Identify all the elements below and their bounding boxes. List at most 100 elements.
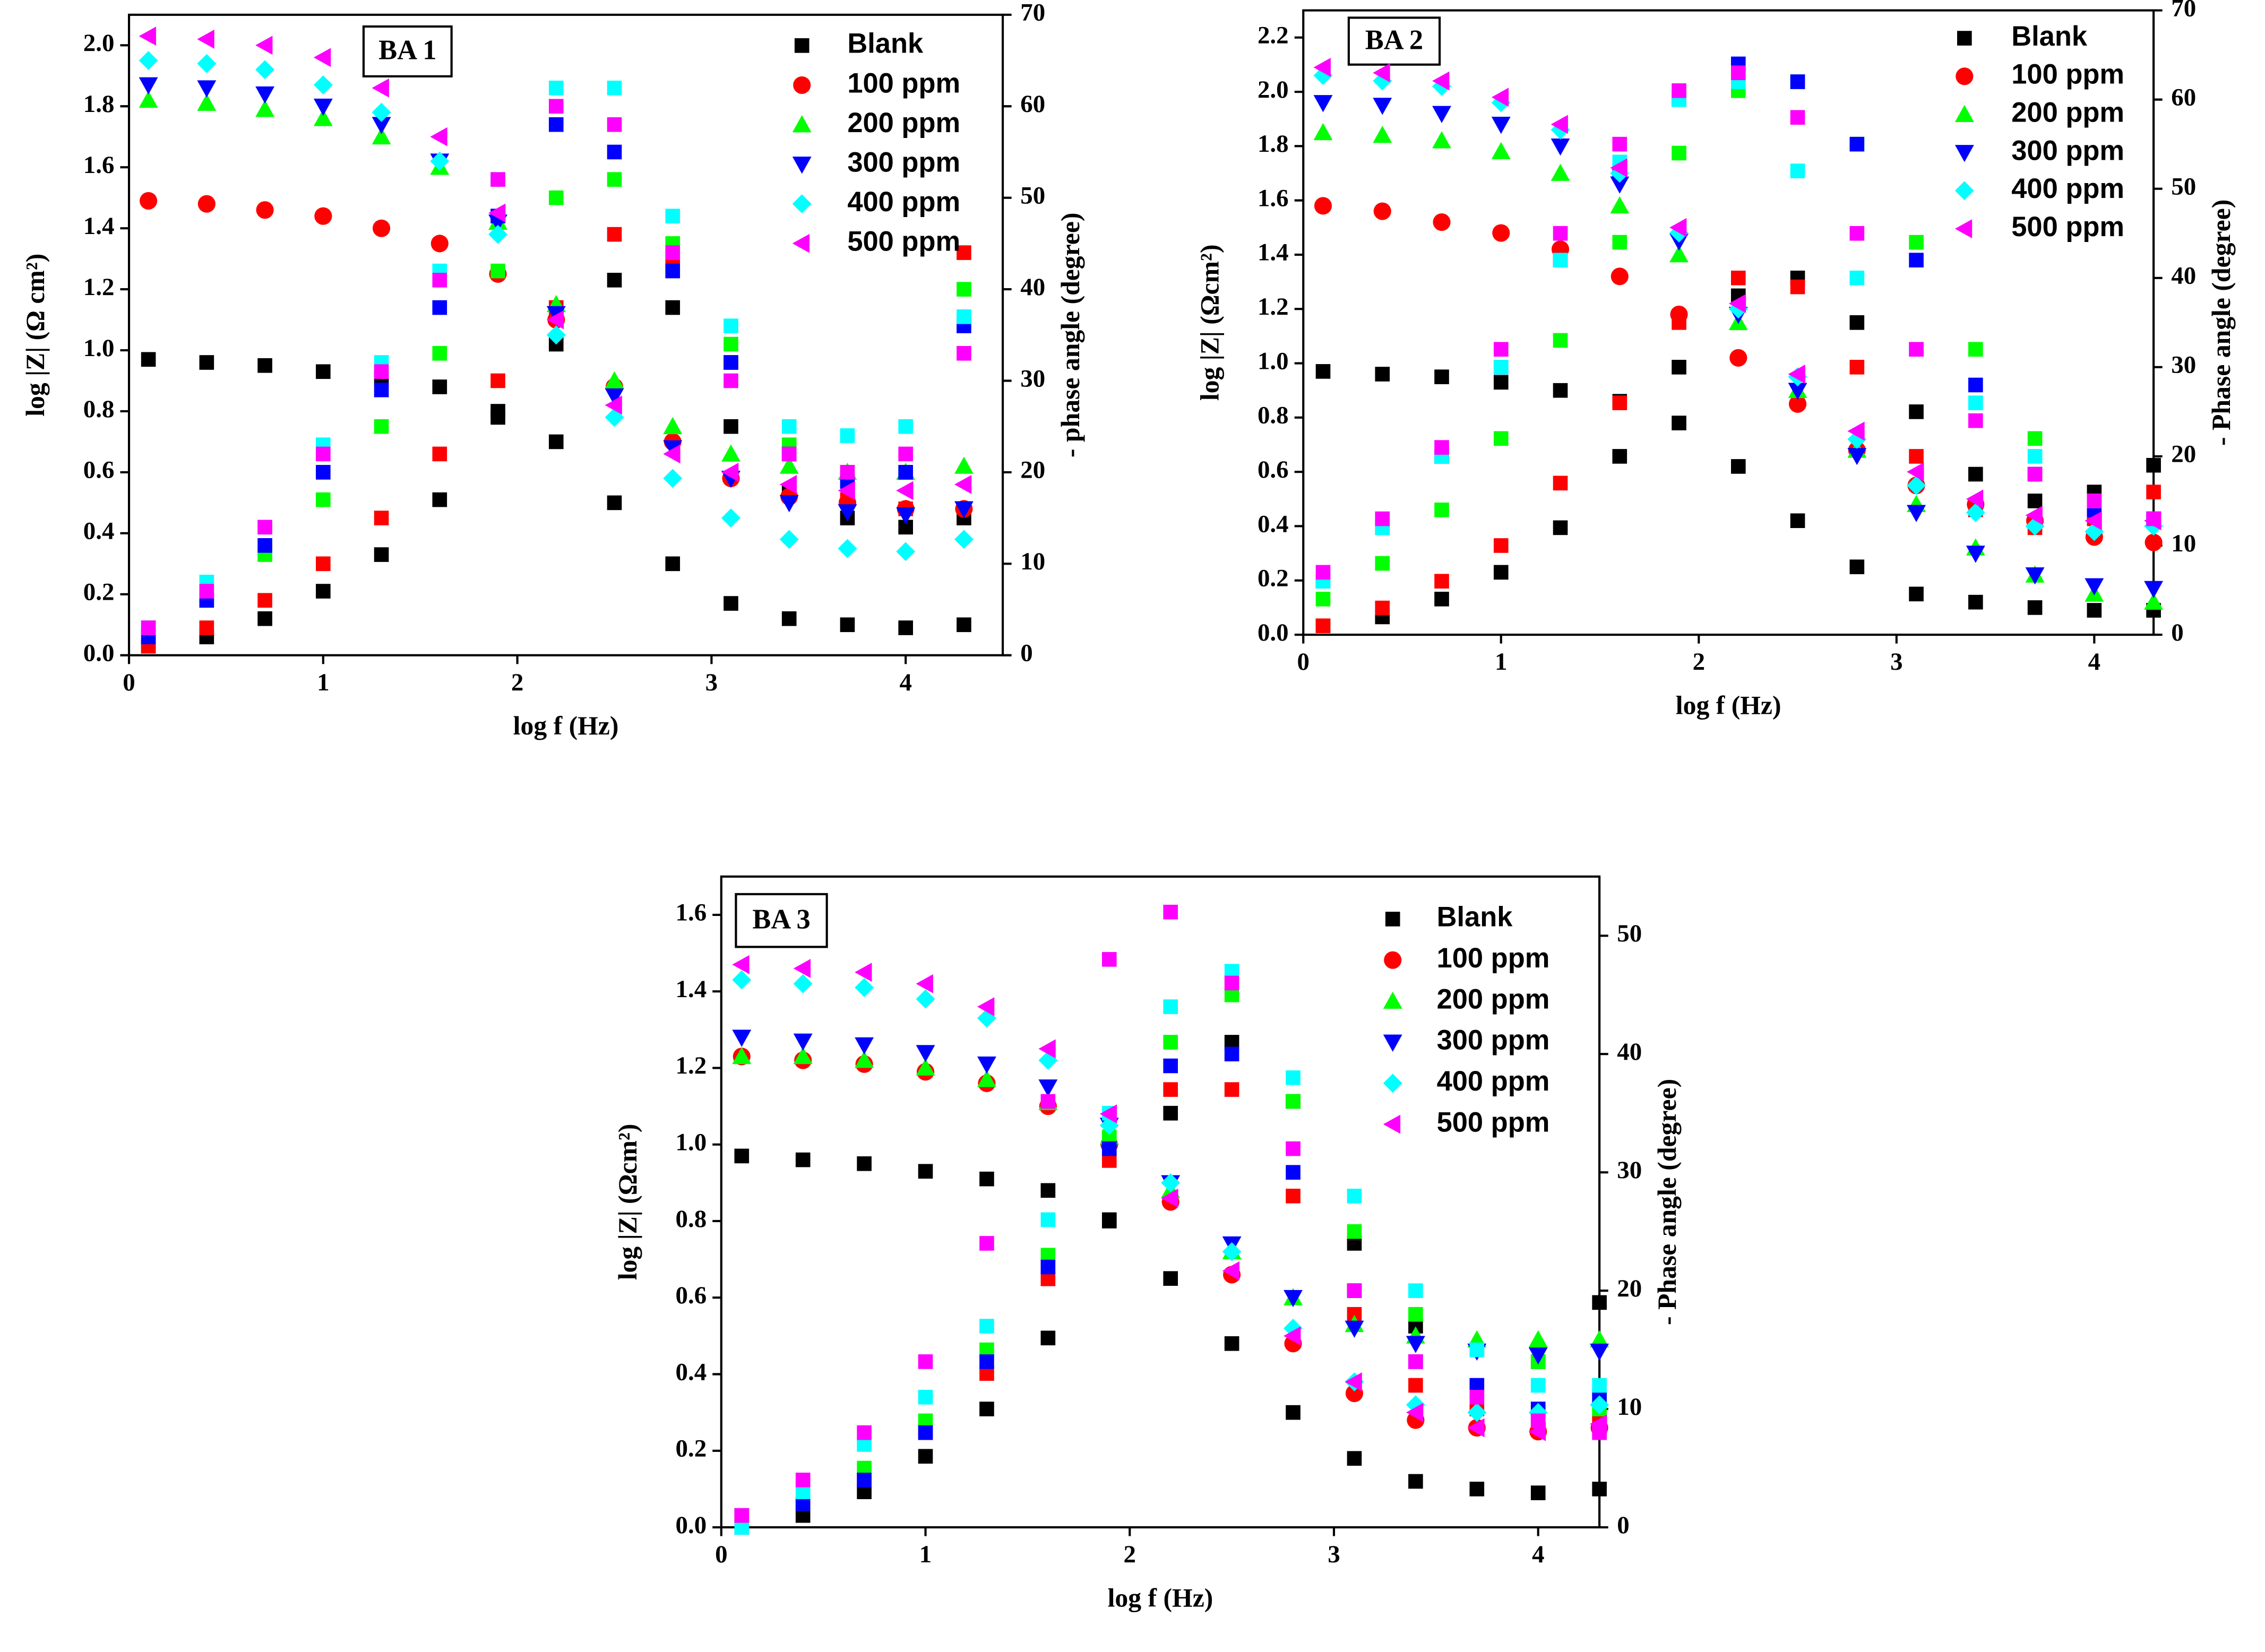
impedance-point xyxy=(139,77,158,94)
phase-point xyxy=(857,1425,872,1440)
legend-marker xyxy=(1383,1074,1402,1093)
y2-tick-label: 30 xyxy=(1617,1156,1642,1184)
phase-point xyxy=(1347,1188,1362,1204)
y-axis-label: log |Z| (Ω cm²) xyxy=(21,254,50,417)
y2-tick-label: 0 xyxy=(1020,639,1032,667)
phase-point xyxy=(1375,600,1390,616)
legend-marker xyxy=(1383,1114,1401,1134)
phase-point xyxy=(840,428,855,443)
impedance-point xyxy=(1553,383,1568,398)
phase-point xyxy=(1909,342,1924,357)
phase-point xyxy=(918,1449,933,1464)
x-tick-label: 0 xyxy=(123,669,135,696)
phase-point xyxy=(2027,431,2043,446)
impedance-point xyxy=(916,1058,935,1076)
legend-label: 400 ppm xyxy=(1437,1066,1550,1097)
impedance-point xyxy=(855,1037,874,1055)
impedance-point xyxy=(313,109,333,126)
x-tick-label: 0 xyxy=(1297,648,1310,676)
impedance-point xyxy=(1551,115,1568,134)
y-tick-label: 1.6 xyxy=(83,151,115,179)
legend-label: 400 ppm xyxy=(847,187,960,218)
x-tick-label: 3 xyxy=(705,669,718,696)
impedance-point xyxy=(1610,158,1627,178)
impedance-point xyxy=(1788,395,1807,413)
legend-label: 500 ppm xyxy=(2011,212,2124,243)
phase-point xyxy=(724,318,738,333)
impedance-point xyxy=(916,1045,935,1062)
phase-point xyxy=(1469,1342,1485,1357)
y-tick-label: 0.0 xyxy=(1258,619,1289,646)
impedance-point xyxy=(1491,117,1511,134)
legend-label: Blank xyxy=(2011,21,2088,52)
y-tick-label: 0.4 xyxy=(83,517,115,545)
phase-point xyxy=(1790,163,1805,178)
phase-point xyxy=(257,611,272,626)
impedance-point xyxy=(721,508,740,528)
y-tick-label: 1.2 xyxy=(1258,293,1289,321)
impedance-point xyxy=(732,955,750,974)
phase-point xyxy=(490,373,505,388)
impedance-point xyxy=(1610,163,1630,183)
impedance-point xyxy=(1432,131,1451,149)
phase-point xyxy=(1730,270,1746,286)
phase-point xyxy=(607,117,622,132)
impedance-point xyxy=(139,27,156,46)
impedance-point xyxy=(314,207,332,225)
impedance-point xyxy=(732,970,752,990)
phase-point xyxy=(724,355,738,370)
phase-point xyxy=(1375,556,1390,571)
y2-tick-label: 30 xyxy=(2171,351,2196,379)
phase-point xyxy=(607,273,622,288)
legend-marker xyxy=(793,76,811,94)
y2-tick-label: 50 xyxy=(1020,181,1045,209)
impedance-point xyxy=(199,355,214,370)
phase-point xyxy=(316,465,331,480)
impedance-point xyxy=(896,507,916,525)
impedance-point xyxy=(954,474,972,494)
phase-point xyxy=(257,520,272,535)
y-tick-label: 1.2 xyxy=(676,1052,707,1079)
impedance-point xyxy=(1590,1414,1607,1434)
impedance-point xyxy=(1730,459,1746,474)
phase-point xyxy=(1224,975,1239,991)
x-tick-label: 1 xyxy=(1495,648,1507,676)
impedance-point xyxy=(793,974,813,993)
plot-frame xyxy=(1302,9,2155,636)
impedance-point xyxy=(779,495,799,513)
x-tick-label: 0 xyxy=(715,1541,727,1568)
y-tick-label: 0.2 xyxy=(83,578,115,606)
impedance-point xyxy=(779,474,797,494)
phase-point xyxy=(374,382,389,397)
phase-point xyxy=(1286,1188,1301,1204)
impedance-point xyxy=(1669,245,1689,263)
phase-point xyxy=(1434,574,1449,589)
legend-marker xyxy=(792,115,812,133)
y-tick-label: 1.0 xyxy=(1258,347,1289,375)
y-tick-label: 1.6 xyxy=(676,899,707,927)
phase-point xyxy=(1408,1283,1423,1298)
legend-label: 200 ppm xyxy=(847,108,960,139)
impedance-point xyxy=(1966,503,1985,522)
y-axis-label: log |Z| (Ωcm²) xyxy=(1195,244,1224,401)
impedance-point xyxy=(430,127,447,146)
phase-point xyxy=(1493,538,1509,553)
x-tick-label: 4 xyxy=(2088,648,2100,676)
phase-point xyxy=(607,80,622,96)
legend-label: Blank xyxy=(847,29,924,59)
impedance-point xyxy=(488,203,506,223)
y2-tick-label: 70 xyxy=(1020,0,1045,27)
phase-point xyxy=(1909,235,1924,250)
y-tick-label: 2.0 xyxy=(83,29,115,57)
x-axis-label: log f (Hz) xyxy=(1676,691,1781,720)
phase-point xyxy=(1968,377,1983,393)
phase-point xyxy=(1849,226,1865,241)
phase-point xyxy=(548,99,564,114)
phase-point xyxy=(1909,253,1924,267)
phase-point xyxy=(1375,511,1390,526)
impedance-point xyxy=(490,404,505,419)
chart-title: BA 3 xyxy=(752,904,810,935)
phase-point xyxy=(957,345,971,361)
phase-point xyxy=(1040,1330,1056,1346)
